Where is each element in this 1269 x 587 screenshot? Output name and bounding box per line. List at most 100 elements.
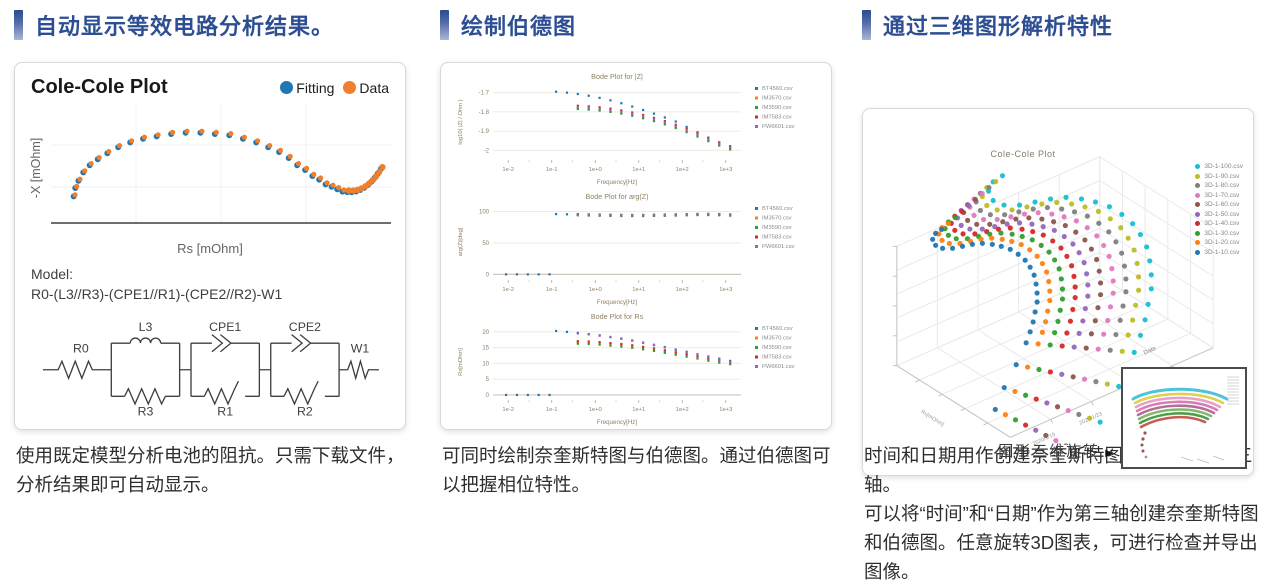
resistor-r3 (123, 386, 166, 406)
section2-heading: 绘制伯德图 (440, 0, 838, 46)
legend-series-marker (1195, 249, 1201, 255)
cole-cole-card: Cole-Cole Plot Fitting Data -X [mOhm] Rs… (14, 62, 406, 430)
legend-series-marker (1195, 164, 1201, 169)
svg-text:Frequency[Hz]: Frequency[Hz] (597, 419, 638, 426)
bode-chart-3: 20 15 10 5 0 1e-2 1e-1 1e+0 1e+1 1e+2 1e+3 Bode Plo… (458, 312, 795, 426)
legend-series-label: 3D-1-20.csv (1204, 239, 1240, 246)
threed-plot-svg: Rs[mOhm]2020/1/192020/1/232020/1/272020/… (892, 156, 1214, 446)
threed-plot-title: Cole-Cole Plot (990, 149, 1056, 159)
legend-series-label: 3D-1-30.csv (1204, 229, 1240, 237)
resistor-r1 (203, 380, 240, 406)
label-r2: R2 (297, 404, 313, 418)
svg-text:IM7583.csv: IM7583.csv (762, 115, 792, 121)
svg-text:Bode Plot for |Z|: Bode Plot for |Z| (591, 72, 643, 81)
circuit-wire-w1 (339, 358, 379, 381)
svg-text:IM3570.csv: IM3570.csv (762, 96, 792, 102)
legend-series-label: 3D-1-60.csv (1204, 201, 1240, 208)
svg-text:1e+1: 1e+1 (632, 287, 645, 293)
circuit-parallel-box-3 (270, 342, 340, 397)
resistor-r2 (283, 380, 319, 406)
svg-text:1e+3: 1e+3 (719, 167, 732, 173)
svg-text:IM3570.csv: IM3570.csv (762, 336, 792, 342)
svg-text:Frequency[Hz]: Frequency[Hz] (597, 179, 638, 186)
svg-text:BT4560.csv: BT4560.csv (762, 326, 793, 332)
threed-legend-item: 3D-1-100.csv (1195, 163, 1243, 170)
svg-text:1e+2: 1e+2 (676, 407, 689, 413)
svg-text:-1.7: -1.7 (479, 91, 490, 97)
circuit-parallel-box-2 (190, 342, 271, 397)
cole-cole-x-axis-label: Rs [mOhm] (177, 241, 243, 256)
cpe1-symbol (211, 333, 232, 352)
bode-card: -1.7 -1.8 -1.9 -2 1e-2 1e-1 1e+0 1e+1 1e+2 1e+3 Bo… (440, 62, 832, 430)
threed-legend-item: 3D-1-70.csv (1195, 192, 1243, 199)
svg-text:-2: -2 (484, 148, 490, 154)
section1-heading: 自动显示等效电路分析结果。 (14, 0, 412, 46)
svg-text:50: 50 (482, 241, 489, 247)
svg-text:1e+3: 1e+3 (719, 407, 732, 413)
svg-text:Rs[mOhm]: Rs[mOhm] (920, 409, 946, 428)
svg-text:1e+2: 1e+2 (676, 287, 689, 293)
label-r1: R1 (217, 404, 233, 418)
svg-text:1e-2: 1e-2 (502, 287, 514, 293)
legend-series-label: 3D-1-10.csv (1204, 248, 1240, 256)
svg-text:1e+1: 1e+1 (632, 407, 645, 413)
threed-legend-item: 3D-1-60.csv (1195, 201, 1243, 208)
heading-accent-bar (862, 10, 871, 40)
threed-legend-item: 3D-1-80.csv (1195, 182, 1243, 189)
legend-series-marker (1195, 173, 1201, 179)
threed-legend: 3D-1-100.csv 3D-1-90.csv 3D-1-80.csv 3D-1-7… (1195, 163, 1243, 256)
cole-cole-legend: Fitting Data (274, 80, 389, 96)
legend-series-label: 3D-1-70.csv (1204, 191, 1240, 199)
circuit-parallel-box-1 (110, 342, 192, 397)
section3-heading-text: 通过三维图形解析特性 (883, 14, 1114, 39)
threed-legend-item: 3D-1-50.csv (1195, 211, 1243, 218)
section-equivalent-circuit: 自动显示等效电路分析结果。 Cole-Cole Plot Fitting Dat… (14, 0, 412, 587)
label-w1: W1 (351, 341, 370, 355)
section3-heading: 通过三维图形解析特性 (862, 0, 1262, 46)
label-cpe1: CPE1 (209, 319, 241, 333)
svg-text:1e-2: 1e-2 (502, 167, 514, 173)
section2-description: 可同时绘制奈奎斯特图与伯德图。通过伯德图可以把握相位特性。 (442, 445, 831, 495)
svg-text:BT4560.csv: BT4560.csv (762, 86, 793, 92)
bode-chart-2: 100 50 0 1e-2 1e-1 1e+0 1e+1 1e+2 1e+3 Bode Plot … (458, 192, 795, 306)
legend-series-marker (1195, 221, 1201, 226)
svg-text:20: 20 (482, 330, 489, 336)
legend-series-marker (1195, 202, 1201, 207)
svg-text:PW6601.csv: PW6601.csv (762, 124, 795, 130)
legend-series-marker (1195, 183, 1201, 188)
cole-cole-plot-title: Cole-Cole Plot (31, 76, 168, 98)
svg-text:IM7583.csv: IM7583.csv (762, 235, 792, 241)
section-bode-plots: 绘制伯德图 -1.7 -1.8 -1.9 -2 1e-2 1e-1 1e+0 1e+1 1e+2… (440, 0, 838, 587)
svg-text:1e+3: 1e+3 (719, 287, 732, 293)
section1-heading-text: 自动显示等效电路分析结果。 (35, 14, 335, 39)
circuit-wire-r0 (42, 358, 112, 380)
threed-legend-item: 3D-1-20.csv (1195, 239, 1243, 246)
equivalent-circuit-diagram: R0 L3 R3 CPE1 R1 CPE2 R2 W1 (42, 319, 379, 418)
cole-cole-y-axis-label: -X [mOhm] (29, 137, 43, 199)
inductor-coil (129, 337, 162, 343)
svg-text:Bode Plot for Rs: Bode Plot for Rs (591, 312, 644, 321)
svg-text:1e-1: 1e-1 (546, 287, 558, 293)
svg-text:IM3590.csv: IM3590.csv (762, 345, 792, 351)
heading-accent-bar (14, 10, 23, 40)
svg-text:0: 0 (486, 393, 490, 399)
svg-text:PW6601.csv: PW6601.csv (762, 244, 795, 250)
threed-legend-item: 3D-1-90.csv (1195, 173, 1243, 180)
svg-text:1e-1: 1e-1 (546, 407, 558, 413)
rotate-3d-caption[interactable]: 图形三维旋转 ▶ (998, 440, 1113, 461)
svg-text:IM3590.csv: IM3590.csv (762, 225, 792, 231)
label-r3: R3 (138, 404, 154, 418)
section2-heading-text: 绘制伯德图 (461, 14, 577, 39)
threed-card: Rs[mOhm]2020/1/192020/1/232020/1/272020/… (862, 108, 1254, 476)
section1-description: 使用既定模型分析电池的阻抗。只需下载文件，分析结果即可自动显示。 (16, 445, 405, 495)
bode-charts-stack: -1.7 -1.8 -1.9 -2 1e-2 1e-1 1e+0 1e+1 1e+2 1e+3 Bo… (441, 63, 831, 428)
fitting-series-marker (280, 81, 294, 94)
svg-text:100: 100 (479, 210, 490, 216)
cpe2-symbol (291, 333, 312, 352)
legend-series-marker (1195, 192, 1201, 198)
threed-rotated-preview-thumbnail[interactable] (1121, 367, 1247, 469)
section-3d-plot: 通过三维图形解析特性 Rs[mOhm]2020/1/192020/1/23202… (862, 0, 1262, 587)
threed-legend-item: 3D-1-30.csv (1195, 230, 1243, 237)
fitting-series-label: Fitting (296, 79, 335, 96)
